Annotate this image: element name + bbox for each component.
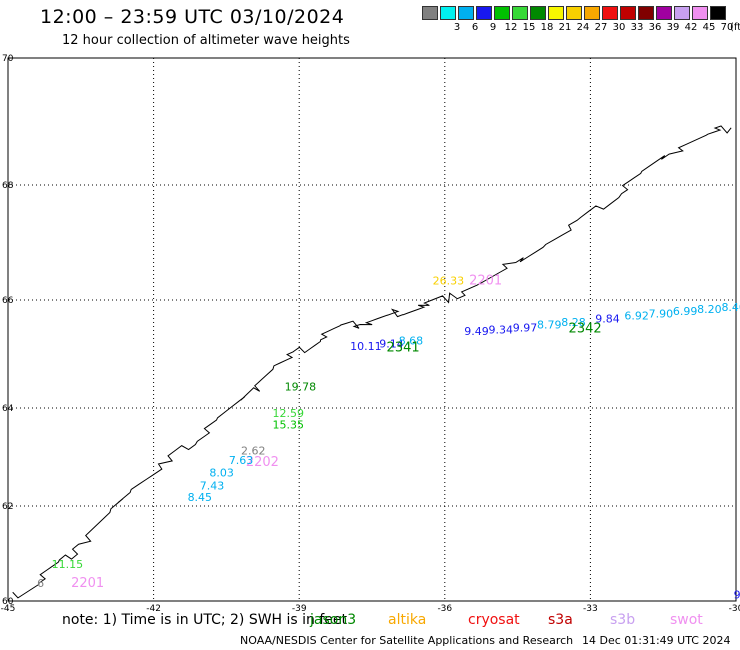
color-scale-label: 15 — [522, 22, 536, 33]
color-scale-label: 33 — [630, 22, 644, 33]
color-scale-swatch — [584, 6, 600, 20]
legend-satellite-jason3: jason3 — [310, 612, 357, 628]
legend-satellite-s3b: s3b — [610, 612, 636, 628]
wave-height-label: 7.90 — [649, 307, 674, 320]
color-scale-label: 9 — [489, 22, 497, 33]
legend-satellite-swot: swot — [670, 612, 703, 628]
wave-height-label: 8.28 — [561, 316, 586, 329]
latitude-tick-label: 62 — [2, 502, 13, 512]
color-scale-swatch — [620, 6, 636, 20]
color-scale-label: 42 — [684, 22, 698, 33]
latitude-tick-label: 70 — [2, 54, 14, 64]
longitude-tick-label: -45 — [1, 604, 16, 614]
generated-timestamp: 14 Dec 01:31:49 UTC 2024 — [582, 634, 731, 647]
credit-line: NOAA/NESDIS Center for Satellite Applica… — [240, 634, 574, 647]
legend-satellite-altika: altika — [388, 612, 427, 628]
latitude-tick-label: 60 — [2, 597, 14, 607]
color-scale-swatch — [530, 6, 546, 20]
wave-height-label: 10.11 — [350, 340, 382, 353]
longitude-tick-label: -30 — [729, 604, 740, 614]
wave-height-label: 6.99 — [673, 305, 698, 318]
map-subtitle: 12 hour collection of altimeter wave hei… — [62, 33, 350, 48]
wave-height-label: 8.03 — [209, 467, 234, 480]
color-scale-label: 70 — [720, 22, 734, 33]
longitude-tick-label: -36 — [437, 604, 452, 614]
legend-satellite-cryosat: cryosat — [468, 612, 520, 628]
wave-height-label: 2201 — [469, 273, 502, 288]
wave-height-label: 2.62 — [241, 445, 266, 458]
color-scale-swatch — [548, 6, 564, 20]
wave-height-label: 9.14 — [379, 338, 404, 351]
wave-height-label: 9.97 — [513, 321, 538, 334]
color-scale-swatch — [638, 6, 654, 20]
color-scale-swatch — [440, 6, 456, 20]
color-scale-unit: (ft) — [730, 22, 740, 33]
wave-height-label: 9.84 — [595, 313, 620, 326]
color-scale-swatch — [656, 6, 672, 20]
wave-height-label: 8.40 — [721, 301, 740, 314]
wave-height-label: 6 — [37, 577, 44, 590]
color-scale-label: 30 — [612, 22, 626, 33]
latitude-tick-label: 64 — [2, 404, 14, 414]
wave-height-label: 19.78 — [285, 381, 317, 394]
footer-note: note: 1) Time is in UTC; 2) SWH is in fe… — [62, 612, 348, 628]
coastline-greenland — [12, 125, 732, 599]
color-scale-label: 36 — [648, 22, 662, 33]
wave-height-label: 9.34 — [488, 323, 512, 336]
wave-height-label: 8.68 — [399, 334, 424, 347]
wave-height-label: 9.49 — [464, 325, 489, 338]
wave-height-label: 7.43 — [200, 479, 225, 492]
wave-height-label: 12.59 — [273, 407, 305, 420]
color-scale-swatch — [692, 6, 708, 20]
wave-height-label: 2201 — [71, 576, 104, 591]
color-scale-label: 45 — [702, 22, 716, 33]
wave-height-label: 9 — [734, 589, 740, 602]
wave-height-label: 8.79 — [537, 319, 562, 332]
wave-height-label: 15.35 — [273, 419, 305, 432]
map-title: 12:00 – 23:59 UTC 03/10/2024 — [40, 6, 345, 28]
wave-height-label: 6.92 — [624, 309, 649, 322]
color-scale-label: 18 — [540, 22, 554, 33]
latitude-tick-label: 68 — [2, 181, 14, 191]
color-scale-swatch — [566, 6, 582, 20]
color-scale-swatch — [458, 6, 474, 20]
wave-height-label: 11.15 — [52, 558, 84, 571]
color-scale-label: 24 — [576, 22, 590, 33]
longitude-tick-label: -39 — [292, 604, 307, 614]
color-scale-label: 12 — [504, 22, 518, 33]
latitude-tick-label: 66 — [2, 296, 14, 306]
map-frame — [7, 57, 737, 602]
color-scale-swatch — [476, 6, 492, 20]
color-scale-label: 21 — [558, 22, 572, 33]
color-scale-swatch — [422, 6, 438, 20]
color-scale-swatch — [494, 6, 510, 20]
color-scale-swatch — [710, 6, 726, 20]
wave-height-label: 7.63 — [229, 454, 254, 467]
color-scale-label: 27 — [594, 22, 608, 33]
wave-height-label: 8.45 — [188, 491, 213, 504]
color-scale-swatch — [512, 6, 528, 20]
color-scale-label: 3 — [453, 22, 461, 33]
wave-height-label: 26.33 — [433, 274, 465, 287]
color-scale-label: 6 — [471, 22, 479, 33]
wave-height-label: 2342 — [569, 321, 602, 336]
wave-height-label: 2202 — [246, 455, 279, 470]
legend-satellite-s3a: s3a — [548, 612, 573, 628]
longitude-tick-label: -33 — [583, 604, 598, 614]
wave-height-label: 8.20 — [697, 303, 722, 316]
color-scale-label: 39 — [666, 22, 680, 33]
wave-height-label: 2341 — [387, 340, 420, 355]
longitude-tick-label: -42 — [146, 604, 161, 614]
color-scale-swatch — [674, 6, 690, 20]
color-scale-swatch — [602, 6, 618, 20]
